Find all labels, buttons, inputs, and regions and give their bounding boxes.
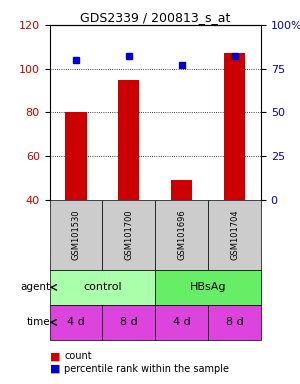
Text: GSM101530: GSM101530 (71, 210, 80, 260)
Text: 8 d: 8 d (120, 317, 138, 327)
Text: agent: agent (20, 282, 51, 292)
Title: GDS2339 / 200813_s_at: GDS2339 / 200813_s_at (80, 11, 230, 24)
Text: GSM101704: GSM101704 (230, 210, 239, 260)
Text: control: control (83, 282, 122, 292)
Text: 4 d: 4 d (67, 317, 85, 327)
Bar (65, 113, 86, 200)
Text: ■: ■ (50, 351, 60, 361)
Text: time: time (27, 317, 51, 327)
Text: 8 d: 8 d (226, 317, 243, 327)
Text: GSM101700: GSM101700 (124, 210, 133, 260)
Text: GSM101696: GSM101696 (177, 210, 186, 260)
Bar (50, 305, 102, 340)
Text: HBsAg: HBsAg (190, 282, 226, 292)
Bar (224, 53, 245, 200)
Bar (50, 270, 155, 305)
Bar (155, 200, 208, 270)
Bar (155, 305, 208, 340)
Text: 4 d: 4 d (173, 317, 190, 327)
Bar (208, 200, 261, 270)
Text: percentile rank within the sample: percentile rank within the sample (64, 364, 230, 374)
Bar (155, 270, 261, 305)
Text: count: count (64, 351, 92, 361)
Bar (102, 305, 155, 340)
Bar (171, 180, 192, 200)
Text: ■: ■ (50, 364, 60, 374)
Bar (50, 200, 102, 270)
Bar (102, 200, 155, 270)
Bar (118, 79, 140, 200)
Bar (208, 305, 261, 340)
